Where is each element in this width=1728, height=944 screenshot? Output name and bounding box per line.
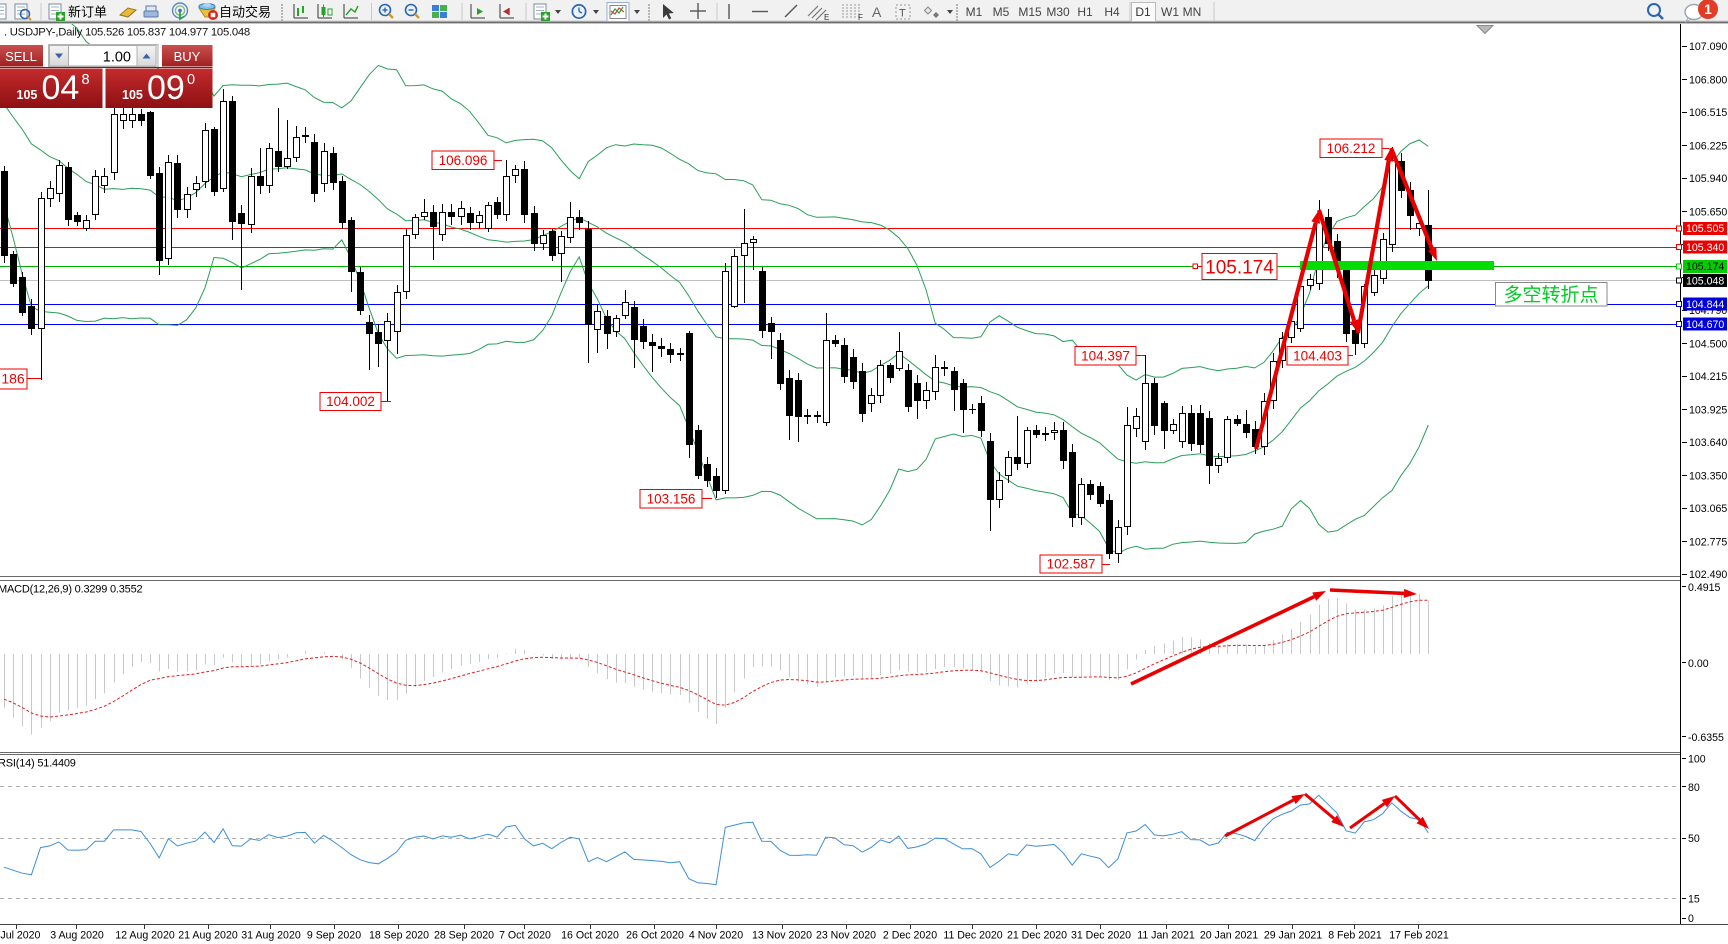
svg-text:-0.6355: -0.6355 <box>1688 732 1724 744</box>
svg-text:106.096: 106.096 <box>439 153 488 168</box>
svg-text:102.490: 102.490 <box>1689 569 1727 581</box>
svg-text:. USDJPY-,Daily 105.526 105.8: . USDJPY-,Daily 105.526 105.837 104.977 … <box>4 27 250 39</box>
svg-text:15: 15 <box>1688 893 1700 905</box>
svg-text:M5: M5 <box>993 5 1010 19</box>
svg-text:8 Feb 2021: 8 Feb 2021 <box>1328 930 1382 942</box>
svg-text:11 Jan 2021: 11 Jan 2021 <box>1137 930 1195 942</box>
svg-text:106.515: 106.515 <box>1689 107 1727 119</box>
svg-text:W1: W1 <box>1161 5 1179 19</box>
svg-text:21 Aug 2020: 21 Aug 2020 <box>178 930 238 942</box>
svg-text:104.403: 104.403 <box>1293 348 1342 363</box>
svg-text:104.397: 104.397 <box>1081 348 1130 363</box>
svg-text:A: A <box>872 4 882 20</box>
svg-text:1 Jul 2020: 1 Jul 2020 <box>0 930 41 942</box>
svg-text:0: 0 <box>187 72 195 88</box>
svg-text:MACD(12,26,9) 0.3299 0.3552: MACD(12,26,9) 0.3299 0.3552 <box>0 584 142 596</box>
svg-text:E: E <box>824 13 829 22</box>
svg-text:31 Aug 2020: 31 Aug 2020 <box>241 930 301 942</box>
svg-text:H4: H4 <box>1104 5 1120 19</box>
svg-text:D1: D1 <box>1135 5 1151 19</box>
svg-text:80: 80 <box>1688 782 1700 794</box>
svg-text:M1: M1 <box>966 5 983 19</box>
svg-text:105.650: 105.650 <box>1689 206 1727 218</box>
svg-text:20 Jan 2021: 20 Jan 2021 <box>1200 930 1258 942</box>
svg-text:4 Nov 2020: 4 Nov 2020 <box>689 930 743 942</box>
svg-text:8: 8 <box>82 72 90 88</box>
svg-text:29 Jan 2021: 29 Jan 2021 <box>1264 930 1322 942</box>
svg-text:31 Dec 2020: 31 Dec 2020 <box>1071 930 1131 942</box>
svg-text:50: 50 <box>1688 833 1700 845</box>
svg-text:0.00: 0.00 <box>1688 658 1709 670</box>
svg-text:新订单: 新订单 <box>68 5 107 20</box>
svg-text:104.844: 104.844 <box>1686 299 1724 311</box>
svg-text:105.048: 105.048 <box>1686 276 1724 288</box>
svg-text:26 Oct 2020: 26 Oct 2020 <box>626 930 684 942</box>
svg-text:100: 100 <box>1688 753 1706 765</box>
svg-text:自动交易: 自动交易 <box>219 5 271 20</box>
svg-text:1.00: 1.00 <box>103 50 131 66</box>
svg-text:105.174: 105.174 <box>1205 258 1274 279</box>
svg-text:17 Feb 2021: 17 Feb 2021 <box>1389 930 1449 942</box>
svg-text:11 Dec 2020: 11 Dec 2020 <box>943 930 1002 942</box>
svg-text:103.640: 103.640 <box>1689 437 1727 449</box>
svg-text:RSI(14) 51.4409: RSI(14) 51.4409 <box>0 758 76 770</box>
svg-text:105: 105 <box>17 88 38 102</box>
svg-text:1: 1 <box>1704 1 1712 17</box>
svg-text:104.002: 104.002 <box>326 394 375 409</box>
svg-text:BUY: BUY <box>174 49 201 64</box>
svg-text:12 Aug 2020: 12 Aug 2020 <box>115 930 175 942</box>
svg-text:18 Sep 2020: 18 Sep 2020 <box>369 930 429 942</box>
svg-text:105.505: 105.505 <box>1686 223 1724 235</box>
svg-text:16 Oct 2020: 16 Oct 2020 <box>561 930 619 942</box>
svg-text:H1: H1 <box>1077 5 1093 19</box>
svg-text:102.775: 102.775 <box>1689 537 1727 549</box>
svg-text:23 Nov 2020: 23 Nov 2020 <box>816 930 876 942</box>
svg-text:103.925: 103.925 <box>1689 404 1727 416</box>
svg-text:107.090: 107.090 <box>1689 41 1727 53</box>
svg-text:104.670: 104.670 <box>1686 319 1724 331</box>
svg-text:104.215: 104.215 <box>1689 371 1727 383</box>
svg-text:106.225: 106.225 <box>1689 140 1727 152</box>
svg-text:21 Dec 2020: 21 Dec 2020 <box>1007 930 1067 942</box>
svg-text:F: F <box>858 13 863 22</box>
svg-text:M15: M15 <box>1018 5 1042 19</box>
svg-text:102.587: 102.587 <box>1047 557 1096 572</box>
svg-text:28 Sep 2020: 28 Sep 2020 <box>434 930 494 942</box>
svg-text:9 Sep 2020: 9 Sep 2020 <box>307 930 361 942</box>
svg-text:0.4915: 0.4915 <box>1688 582 1721 594</box>
svg-text:104.500: 104.500 <box>1689 338 1727 350</box>
svg-text:04: 04 <box>42 69 80 107</box>
svg-text:M30: M30 <box>1046 5 1070 19</box>
svg-text:103.350: 103.350 <box>1689 471 1727 483</box>
svg-text:13 Nov 2020: 13 Nov 2020 <box>752 930 812 942</box>
svg-text:0: 0 <box>1688 913 1694 925</box>
svg-text:09: 09 <box>147 69 185 107</box>
svg-text:103.065: 103.065 <box>1689 503 1727 515</box>
svg-text:105.940: 105.940 <box>1689 173 1727 185</box>
svg-text:103.156: 103.156 <box>647 491 696 506</box>
svg-text:7 Oct 2020: 7 Oct 2020 <box>499 930 551 942</box>
svg-text:105: 105 <box>122 88 143 102</box>
svg-text:106.800: 106.800 <box>1689 74 1727 86</box>
svg-text:105.174: 105.174 <box>1686 261 1724 273</box>
svg-text:106.212: 106.212 <box>1327 141 1376 156</box>
svg-text:T: T <box>899 8 906 20</box>
svg-text:MN: MN <box>1183 5 1202 19</box>
svg-text:186: 186 <box>1 371 25 387</box>
svg-text:SELL: SELL <box>5 49 37 64</box>
svg-text:多空转折点: 多空转折点 <box>1503 284 1598 306</box>
svg-text:105.340: 105.340 <box>1686 242 1724 254</box>
svg-text:3 Aug 2020: 3 Aug 2020 <box>50 930 104 942</box>
svg-text:2 Dec 2020: 2 Dec 2020 <box>883 930 937 942</box>
